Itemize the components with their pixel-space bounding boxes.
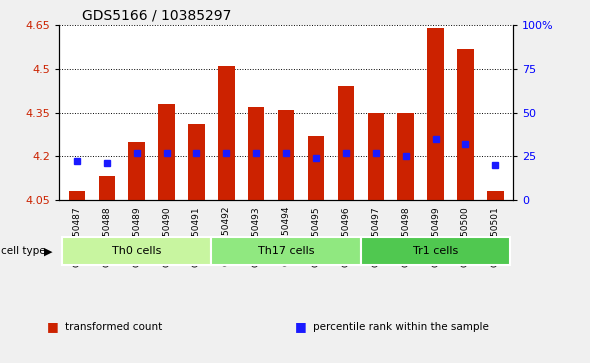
Text: ■: ■: [47, 320, 59, 333]
Bar: [188, 124, 205, 200]
Bar: [158, 104, 175, 200]
Text: ▶: ▶: [44, 246, 53, 256]
Bar: [278, 110, 294, 200]
Text: cell type: cell type: [1, 246, 46, 256]
Bar: [129, 142, 145, 200]
Bar: [62, 237, 211, 265]
Bar: [211, 237, 361, 265]
Text: GDS5166 / 10385297: GDS5166 / 10385297: [81, 9, 231, 23]
Bar: [218, 66, 235, 200]
Bar: [487, 191, 504, 200]
Bar: [99, 176, 115, 200]
Bar: [398, 113, 414, 200]
Bar: [308, 136, 325, 200]
Text: Th0 cells: Th0 cells: [112, 246, 162, 256]
Text: ■: ■: [295, 320, 307, 333]
Bar: [248, 107, 264, 200]
Text: transformed count: transformed count: [65, 322, 162, 332]
Bar: [457, 49, 474, 200]
Text: percentile rank within the sample: percentile rank within the sample: [313, 322, 489, 332]
Text: Th17 cells: Th17 cells: [258, 246, 314, 256]
Text: Tr1 cells: Tr1 cells: [413, 246, 458, 256]
Bar: [68, 191, 85, 200]
Bar: [368, 113, 384, 200]
Bar: [361, 237, 510, 265]
Bar: [337, 86, 354, 200]
Bar: [427, 28, 444, 200]
